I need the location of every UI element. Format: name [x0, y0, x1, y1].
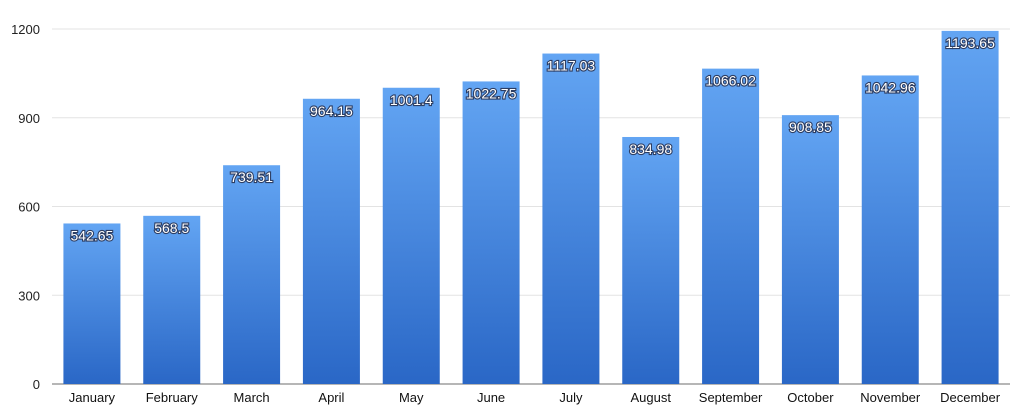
bar-august	[622, 136, 680, 384]
y-tick-label-600: 600	[18, 200, 40, 215]
x-axis: January February March April May June July Augu…	[69, 390, 1001, 405]
y-tick-label-900: 900	[18, 111, 40, 126]
value-label-june: 1022.75	[466, 85, 517, 101]
value-label-august: 834.98	[629, 141, 672, 157]
x-tick-label-march: March	[234, 390, 270, 405]
x-tick-label-november: November	[860, 390, 921, 405]
x-tick-label-may: May	[399, 390, 424, 405]
y-tick-label-300: 300	[18, 288, 40, 303]
bar-october	[781, 115, 839, 385]
value-label-october: 908.85	[789, 119, 832, 135]
x-tick-label-april: April	[318, 390, 344, 405]
y-tick-label-0: 0	[33, 377, 40, 392]
value-label-september: 1066.02	[705, 73, 756, 89]
x-tick-label-august: August	[631, 390, 672, 405]
bar-november	[861, 75, 919, 384]
value-label-may: 1001.4	[390, 92, 433, 108]
value-label-february: 568.5	[154, 220, 189, 236]
x-tick-label-september: September	[699, 390, 763, 405]
value-label-december: 1193.65	[945, 35, 995, 51]
bar-may	[382, 87, 440, 384]
gridlines	[52, 28, 1010, 385]
bar-july	[542, 53, 600, 385]
y-axis: 0 300 600 900 1200	[11, 22, 40, 392]
bar-september	[702, 68, 760, 385]
x-tick-label-october: October	[787, 390, 834, 405]
value-label-july: 1117.03	[547, 58, 596, 74]
x-tick-label-july: July	[559, 390, 583, 405]
x-tick-label-june: June	[477, 390, 505, 405]
value-label-march: 739.51	[230, 169, 273, 185]
bars: 542.65 568.5 739.51 964.15 1001.4 1022.75 1117…	[63, 30, 999, 385]
x-tick-label-february: February	[146, 390, 199, 405]
bar-june	[462, 81, 520, 384]
x-tick-label-december: December	[940, 390, 1001, 405]
value-label-april: 964.15	[310, 103, 353, 119]
value-label-november: 1042.96	[865, 79, 916, 95]
bar-january	[63, 223, 121, 384]
bar-december	[941, 30, 999, 385]
bar-march	[223, 165, 281, 384]
bar-february	[143, 215, 201, 384]
x-tick-label-january: January	[69, 390, 116, 405]
bar-april	[302, 98, 360, 385]
value-label-january: 542.65	[71, 227, 114, 243]
y-tick-label-1200: 1200	[11, 22, 40, 37]
